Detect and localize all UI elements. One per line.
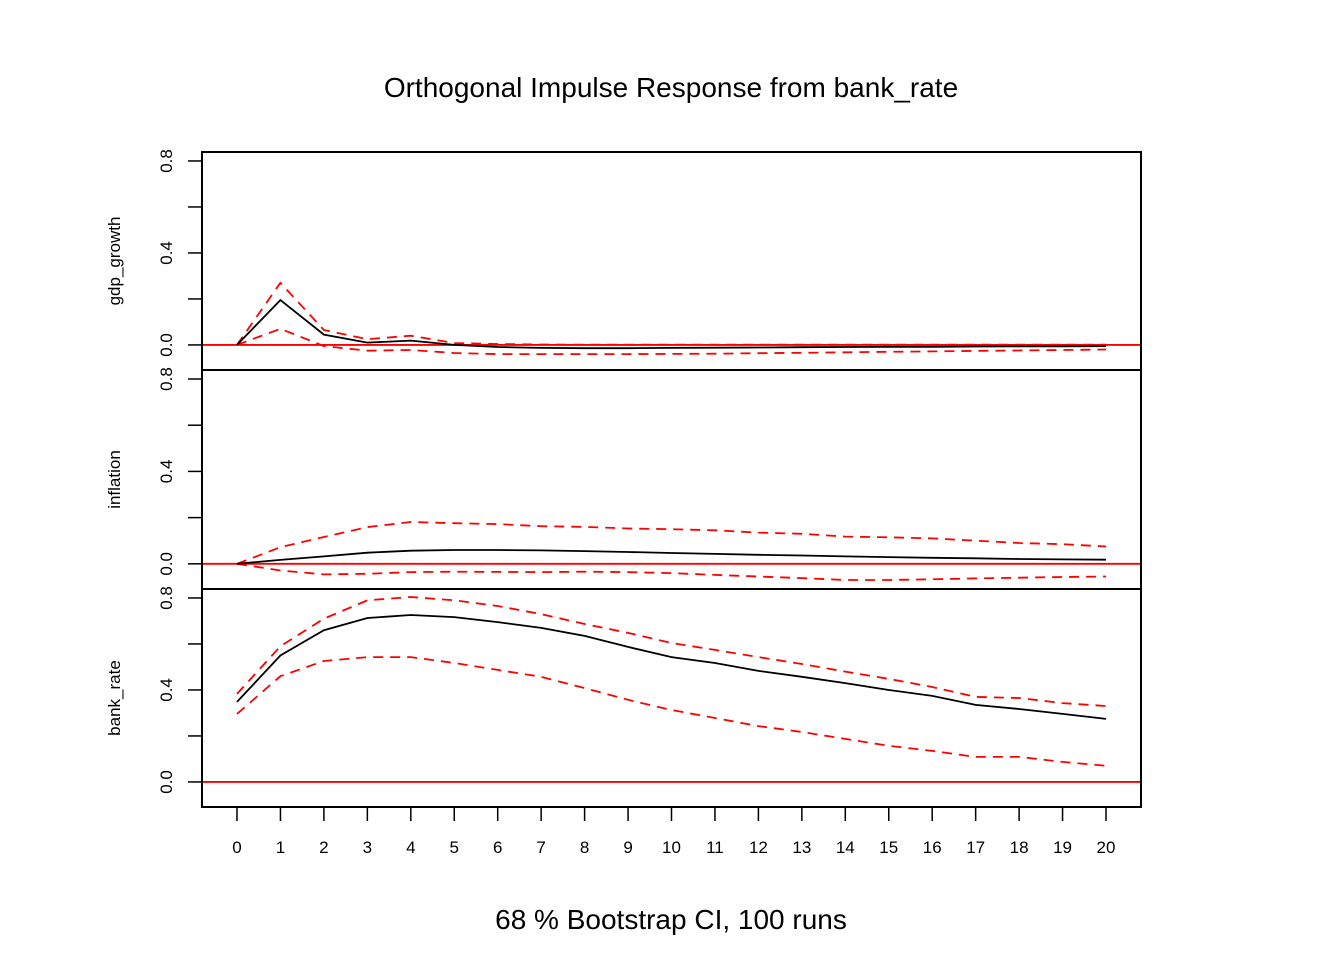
x-tick-label: 16 [923, 838, 942, 857]
y-axis-label: bank_rate [105, 660, 124, 736]
panel-bank-rate: 0.0 0.4 0.8 bank_rate [105, 586, 1142, 808]
x-tick-label: 11 [706, 838, 724, 857]
ci-lower-line [236, 656, 1107, 767]
x-tick-label: 18 [1010, 838, 1029, 857]
panels: 0.00.40.8gdp_growth0.00.40.8inflation0.0… [105, 149, 1142, 808]
x-tick-label: 20 [1097, 838, 1116, 857]
y-axis-label: gdp_growth [105, 217, 124, 306]
irf-line [236, 614, 1107, 720]
y-tick-label: 0.4 [157, 678, 176, 702]
y-tick-label: 0.0 [157, 333, 176, 357]
irf-line [236, 298, 1107, 350]
x-tick-label: 14 [836, 838, 855, 857]
x-tick-label: 0 [232, 838, 241, 857]
x-tick-label: 9 [623, 838, 632, 857]
x-tick-label: 4 [406, 838, 415, 857]
y-tick-label: 0.4 [157, 241, 176, 265]
chart-title: Orthogonal Impulse Response from bank_ra… [384, 72, 958, 103]
irf-line [236, 549, 1107, 565]
x-tick-label: 8 [580, 838, 589, 857]
y-tick-label: 0.0 [157, 552, 176, 576]
y-tick-label: 0.8 [157, 586, 176, 610]
x-tick-label: 15 [879, 838, 898, 857]
y-axis-label: inflation [105, 450, 124, 509]
x-tick-label: 12 [749, 838, 768, 857]
x-tick-label: 5 [450, 838, 459, 857]
x-tick-label: 7 [536, 838, 545, 857]
x-tick-label: 2 [319, 838, 328, 857]
y-tick-label: 0.0 [157, 770, 176, 794]
panel-frame [201, 588, 1142, 808]
panel-frame [201, 369, 1142, 590]
ci-lower-line [236, 562, 1107, 581]
y-tick-label: 0.4 [157, 460, 176, 484]
x-tick-label: 1 [276, 838, 285, 857]
y-tick-label: 0.8 [157, 149, 176, 173]
ci-lower-line [236, 327, 1107, 356]
x-axis: 0 1 2 3 4 5 6 7 8 9 10 11 12 13 14 15 16 17 18 19 20 [232, 808, 1115, 857]
x-tick-label: 10 [662, 838, 681, 857]
x-tick-label: 13 [792, 838, 811, 857]
x-tick-label: 3 [363, 838, 372, 857]
x-tick-label: 19 [1053, 838, 1072, 857]
x-axis-label: 68 % Bootstrap CI, 100 runs [495, 904, 847, 935]
ci-upper-line [236, 596, 1107, 707]
panel-gdp-growth: 0.0 0.4 0.8 gdp_growth [105, 149, 1142, 371]
ci-upper-line [236, 281, 1106, 346]
x-tick-label: 17 [966, 838, 985, 857]
x-tick-label: 6 [493, 838, 502, 857]
panel-inflation: 0.0 0.4 0.8 inflation [105, 367, 1142, 590]
y-tick-label: 0.8 [157, 367, 176, 391]
